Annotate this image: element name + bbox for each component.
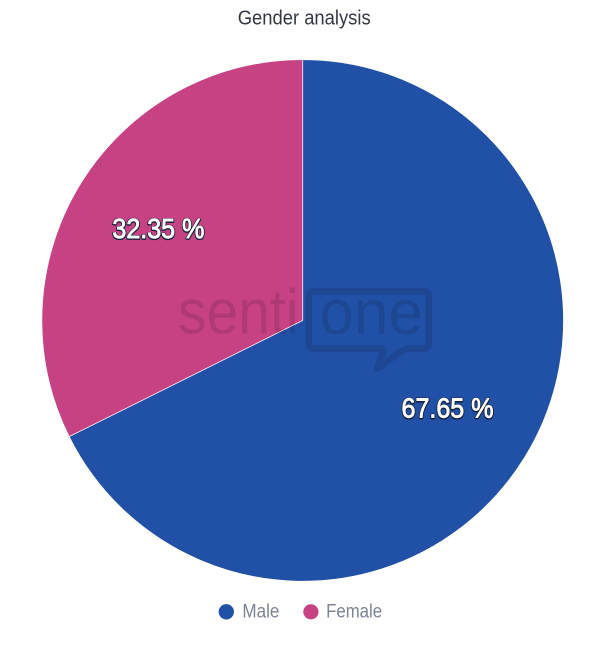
svg-text:67.65 %: 67.65 % bbox=[402, 393, 494, 424]
svg-text:Female: Female bbox=[326, 601, 382, 622]
svg-text:32.35 %: 32.35 % bbox=[112, 214, 204, 245]
svg-text:32.35 %: 32.35 % bbox=[112, 213, 204, 244]
svg-text:Male: Male bbox=[242, 601, 279, 622]
svg-text:one: one bbox=[319, 278, 423, 348]
svg-text:67.65 %: 67.65 % bbox=[402, 393, 494, 424]
svg-text:Gender analysis: Gender analysis bbox=[238, 8, 371, 30]
svg-text:senti: senti bbox=[178, 278, 299, 348]
